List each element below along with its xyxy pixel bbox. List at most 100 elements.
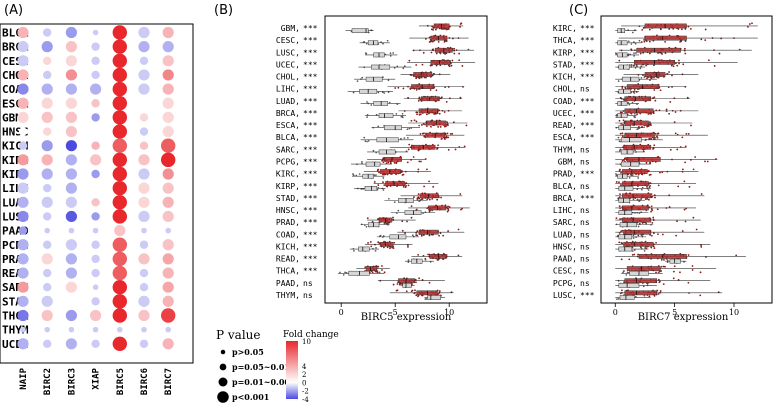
dot-kirp-birc5: [112, 166, 128, 182]
tumor-point-esca: [465, 124, 468, 127]
tumor-box-esca: [624, 132, 655, 138]
tumor-point-cesc: [662, 265, 665, 268]
dot-lihc-birc3: [65, 182, 77, 194]
tumor-point-lihc: [435, 89, 438, 92]
x-tick-label-5: 5: [672, 308, 677, 317]
normal-box-chol: [618, 88, 631, 94]
row-label-pcpg: PCPG,: [553, 279, 577, 288]
normal-point-thca: [627, 40, 630, 43]
normal-point-kich: [649, 79, 651, 82]
normal-box-blca: [376, 137, 399, 143]
tumor-point-sarc: [652, 216, 655, 219]
normal-point-blca: [364, 140, 367, 143]
dot-stad-birc6: [138, 295, 150, 307]
tumor-point-kich: [649, 76, 652, 79]
normal-point-blca: [367, 139, 370, 142]
tumor-point-lihc: [656, 208, 659, 211]
tumor-point-thym: [414, 289, 416, 292]
tumor-point-esca: [430, 125, 432, 128]
normal-point-luad: [617, 234, 619, 237]
dot-kirp-birc2: [41, 168, 53, 180]
tumor-point-read: [673, 121, 676, 124]
sig-gbm: ***: [303, 24, 318, 33]
tumor-point-stad: [413, 196, 415, 199]
dot-esca-naip: [17, 97, 29, 109]
dot-lusc-birc3: [65, 210, 77, 223]
normal-point-kich: [640, 76, 643, 79]
row-label-gbm: GBM,: [558, 158, 577, 167]
tumor-point-brca: [647, 198, 650, 201]
normal-point-esca: [618, 140, 621, 143]
tumor-point-prad: [371, 220, 374, 223]
tumor-point-cesc: [691, 265, 694, 267]
sig-prad: ***: [303, 218, 318, 227]
dot-stad-xiap: [91, 297, 100, 306]
row-label-coad: COAD,: [553, 97, 577, 106]
tumor-point-stad: [618, 59, 621, 62]
normal-box-stad: [618, 64, 630, 70]
dot-hnsc-birc3: [65, 125, 77, 138]
sig-thca: ***: [580, 36, 595, 45]
tumor-point-kirp: [639, 52, 642, 55]
tumor-point-cesc: [660, 265, 663, 268]
dot-ucec-birc5: [112, 336, 128, 351]
row-label-cesc: CESC,: [553, 267, 577, 276]
tumor-point-luad: [675, 234, 678, 237]
tumor-point-blca: [657, 184, 660, 187]
sig-blca: ***: [303, 133, 318, 142]
tumor-point-read: [641, 125, 643, 128]
normal-point-read: [636, 128, 639, 131]
dot-brca-naip: [17, 41, 29, 53]
tumor-point-kirp: [649, 52, 651, 55]
dot-hnsc-birc6: [139, 127, 149, 136]
dot-hnsc-naip: [18, 127, 28, 136]
normal-point-lusc: [616, 298, 618, 300]
row-label-esca: ESCA,: [276, 121, 300, 130]
tumor-point-coad: [447, 230, 450, 232]
normal-point-kich: [375, 247, 377, 249]
tumor-box-read: [624, 120, 649, 126]
dot-kich-birc5: [112, 138, 128, 153]
tumor-point-paad: [663, 258, 665, 261]
tumor-point-lusc: [445, 52, 448, 55]
tumor-point-esca: [437, 125, 440, 128]
normal-point-brca: [366, 116, 369, 118]
dot-kirc-birc2: [41, 154, 53, 166]
sig-gbm: ns: [580, 158, 590, 167]
sig-kirc: ***: [580, 24, 595, 33]
tumor-point-esca: [443, 125, 446, 128]
tumor-point-cesc: [437, 40, 440, 43]
col-label-xiap: XIAP: [92, 367, 102, 389]
tumor-point-ucec: [461, 65, 464, 67]
sig-coad: ***: [303, 230, 318, 239]
normal-point-hnsc: [397, 209, 400, 212]
dot-thca-birc7: [161, 308, 176, 323]
tumor-point-thca: [383, 271, 386, 274]
tumor-box-sarc: [622, 217, 652, 223]
x-tick-label-5: 5: [393, 308, 398, 317]
tumor-point-thca: [643, 39, 645, 41]
tumor-point-lihc: [402, 87, 405, 90]
dot-gbm-birc2: [41, 111, 53, 123]
tumor-point-prad: [619, 168, 621, 171]
tumor-point-stad: [426, 198, 429, 200]
tumor-point-prad: [681, 168, 684, 171]
tumor-point-chol: [633, 88, 636, 91]
normal-point-brca: [375, 113, 378, 116]
dot-coad-birc3: [65, 83, 77, 95]
dot-kirc-naip: [17, 154, 29, 166]
dot-lihc-birc7: [162, 182, 174, 194]
tumor-point-coad: [669, 101, 672, 103]
sig-luad: ns: [580, 230, 590, 239]
normal-box-sarc: [619, 222, 637, 228]
sig-lihc: ns: [580, 206, 590, 215]
normal-point-brca: [395, 112, 398, 115]
tumor-box-brca: [622, 193, 652, 199]
dot-thym-birc5: [117, 326, 123, 333]
dot-thym-birc7: [165, 326, 171, 333]
dot-stad-birc5: [112, 294, 128, 309]
tumor-point-kirc: [638, 25, 641, 28]
row-label-coad: COAD,: [276, 230, 300, 239]
